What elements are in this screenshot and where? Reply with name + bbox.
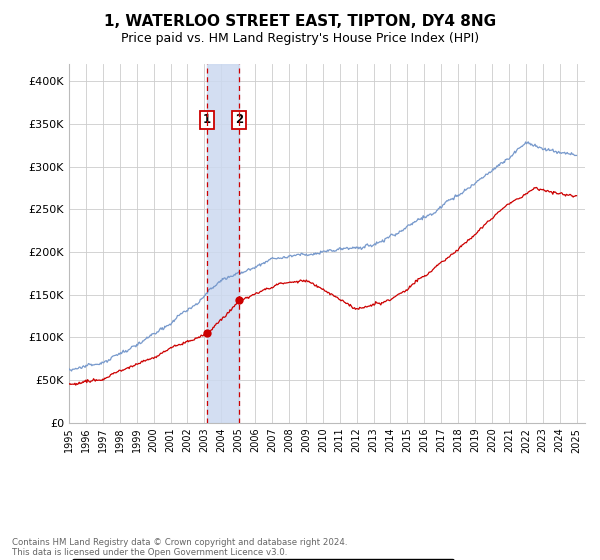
Text: Contains HM Land Registry data © Crown copyright and database right 2024.
This d: Contains HM Land Registry data © Crown c… xyxy=(12,538,347,557)
Text: Price paid vs. HM Land Registry's House Price Index (HPI): Price paid vs. HM Land Registry's House … xyxy=(121,32,479,45)
Text: 1: 1 xyxy=(203,114,211,127)
Legend: 1, WATERLOO STREET EAST, TIPTON, DY4 8NG (detached house), HPI: Average price, d: 1, WATERLOO STREET EAST, TIPTON, DY4 8NG… xyxy=(71,559,454,560)
Text: 1, WATERLOO STREET EAST, TIPTON, DY4 8NG: 1, WATERLOO STREET EAST, TIPTON, DY4 8NG xyxy=(104,14,496,29)
Bar xyxy=(207,64,239,423)
Text: 2: 2 xyxy=(235,114,243,127)
